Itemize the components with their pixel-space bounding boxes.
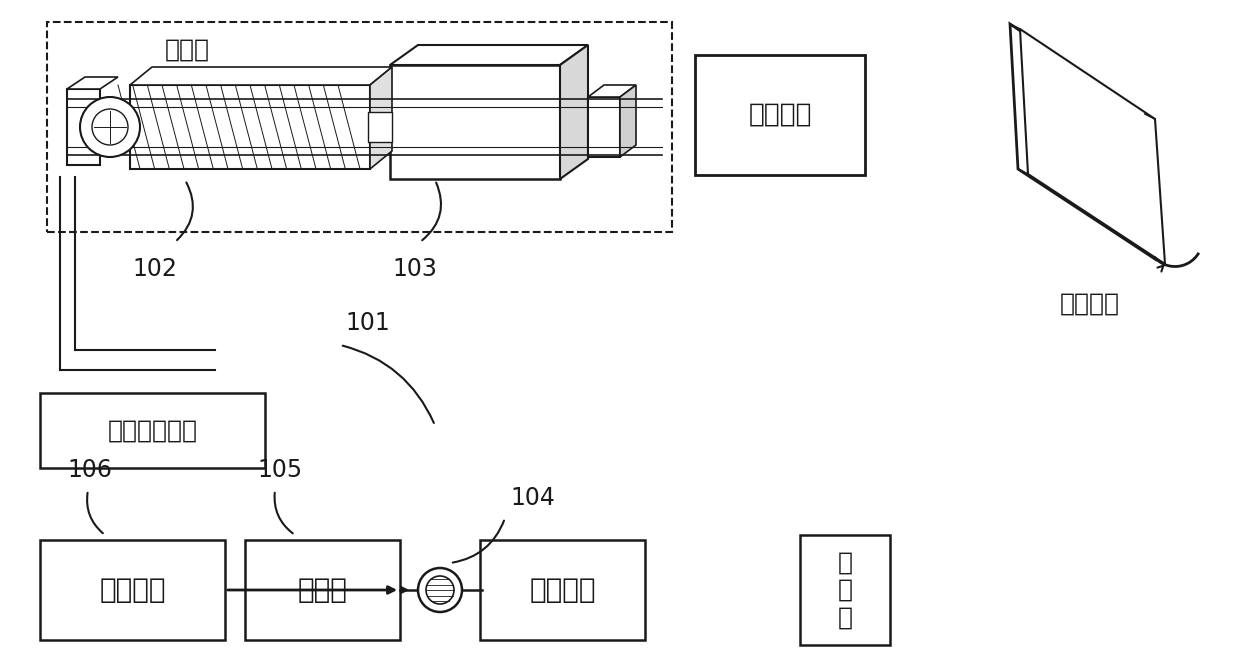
Polygon shape [1021, 29, 1166, 264]
Polygon shape [130, 67, 392, 85]
Bar [130, 85, 370, 169]
Circle shape [81, 97, 140, 157]
Text: 105: 105 [258, 458, 303, 482]
Polygon shape [588, 85, 636, 97]
Circle shape [427, 576, 454, 604]
Bar [694, 55, 866, 175]
Text: 物: 物 [837, 606, 853, 629]
Bar [480, 540, 645, 640]
Text: 扫描装置: 扫描装置 [1060, 292, 1120, 316]
Polygon shape [1011, 24, 1154, 259]
Circle shape [92, 109, 128, 145]
Text: 准直透镜: 准直透镜 [748, 102, 812, 128]
Text: 102: 102 [133, 257, 177, 281]
Bar [391, 65, 560, 179]
Text: 101: 101 [345, 311, 389, 335]
Polygon shape [67, 77, 118, 89]
Bar [368, 112, 392, 142]
Bar [800, 535, 890, 645]
Text: 会聚透镜: 会聚透镜 [529, 576, 595, 604]
Text: 测时器: 测时器 [298, 576, 347, 604]
Polygon shape [391, 45, 588, 65]
Text: 激光器: 激光器 [165, 38, 210, 62]
Text: 碍: 碍 [837, 578, 853, 602]
Bar [246, 540, 401, 640]
Text: 障: 障 [837, 550, 853, 575]
Text: 分析模块: 分析模块 [99, 576, 166, 604]
Polygon shape [560, 45, 588, 179]
Polygon shape [370, 67, 392, 169]
Bar [47, 22, 672, 232]
Circle shape [418, 568, 463, 612]
Text: 103: 103 [393, 257, 438, 281]
Bar [40, 540, 224, 640]
Polygon shape [620, 85, 636, 157]
Text: 106: 106 [67, 458, 113, 482]
Bar [40, 393, 265, 468]
Text: 104: 104 [510, 486, 554, 510]
Bar [588, 97, 620, 157]
Bar [67, 89, 100, 165]
Text: 激光器控制器: 激光器控制器 [108, 418, 197, 442]
